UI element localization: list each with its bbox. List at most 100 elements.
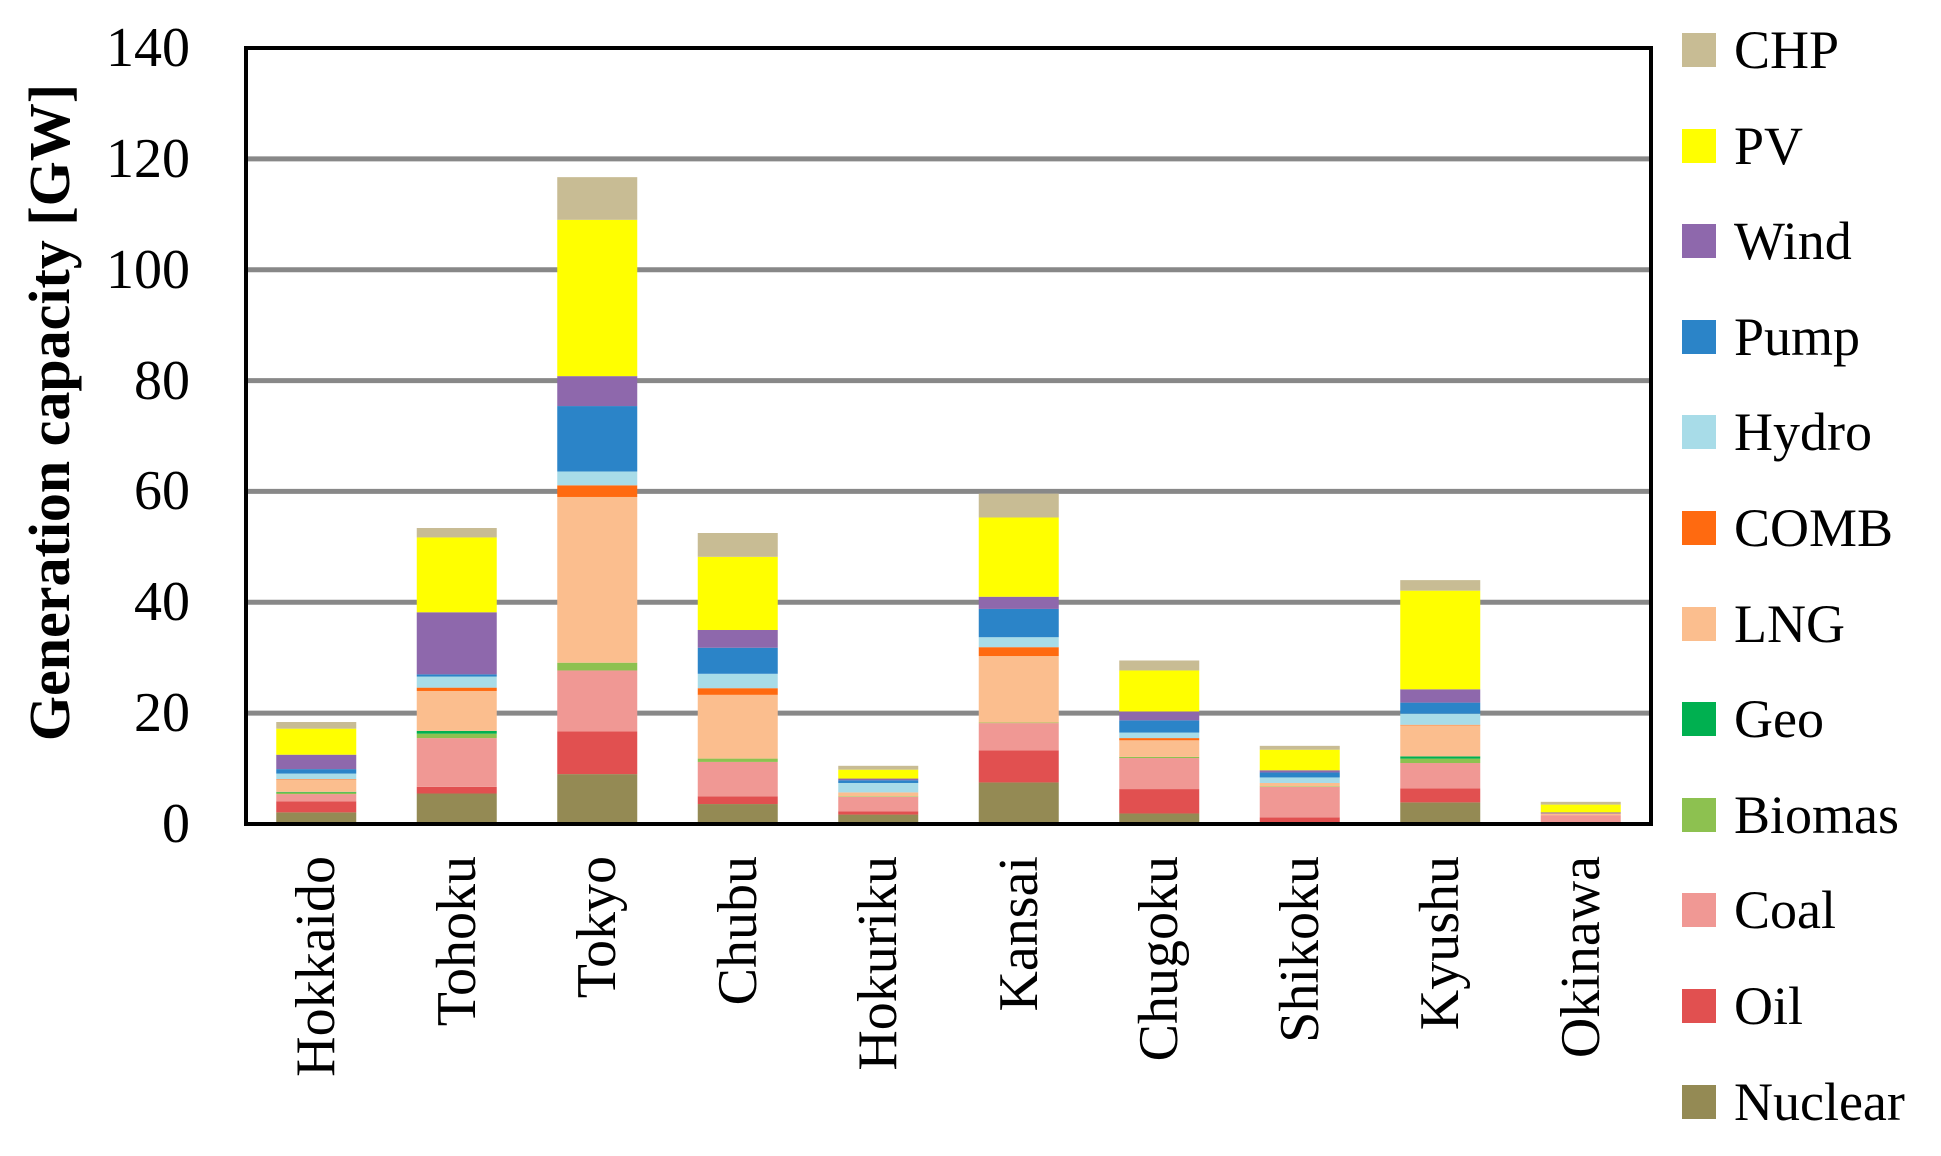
- y-tick-label: 60: [134, 460, 190, 523]
- x-tick-label: Kyushu: [1409, 856, 1472, 1031]
- bar-pv-hokuriku: [838, 769, 919, 779]
- bar-pv-tohoku: [416, 537, 497, 613]
- bar-hydro-kyushu: [1400, 713, 1481, 725]
- bar-wind-okinawa: [1540, 812, 1621, 814]
- bar-biomas-tokyo: [557, 662, 638, 671]
- y-tick-label: 40: [134, 571, 190, 634]
- legend-swatch: [1682, 893, 1716, 928]
- bar-nuclear-hokuriku: [838, 814, 919, 824]
- plot-border: [244, 46, 1653, 826]
- bar-pump-chugoku: [1119, 720, 1200, 733]
- bar-wind-hokuriku: [838, 778, 919, 781]
- legend-item: Geo: [1682, 689, 1824, 749]
- bar-biomas-kyushu: [1400, 758, 1481, 764]
- bar-coal-chubu: [697, 761, 778, 797]
- legend-item: Wind: [1682, 211, 1852, 271]
- legend-swatch: [1682, 797, 1716, 832]
- bar-pump-kansai: [978, 608, 1059, 638]
- bar-pump-kyushu: [1400, 702, 1481, 714]
- bar-nuclear-kansai: [978, 782, 1059, 824]
- bar-pv-tokyo: [557, 219, 638, 377]
- bar-hydro-chugoku: [1119, 732, 1200, 739]
- bar-pump-tokyo: [557, 406, 638, 472]
- bar-oil-hokkaido: [276, 801, 357, 813]
- bar-biomas-hokuriku: [838, 796, 919, 797]
- bar-oil-tohoku: [416, 786, 497, 794]
- legend-swatch: [1682, 33, 1716, 67]
- bar-coal-kansai: [978, 723, 1059, 751]
- x-tick-label: Tokyo: [566, 856, 629, 999]
- bar-chp-kansai: [978, 493, 1059, 518]
- bar-comb-tokyo: [557, 485, 638, 497]
- bar-coal-hokuriku: [838, 796, 919, 812]
- legend-label: Wind: [1734, 211, 1852, 272]
- x-tick-label: Chugoku: [1128, 856, 1191, 1062]
- x-tick-label: Tohoku: [425, 856, 488, 1027]
- bar-pv-hokkaido: [276, 728, 357, 755]
- bar-pv-kyushu: [1400, 590, 1481, 690]
- bar-comb-kansai: [978, 647, 1059, 657]
- bar-nuclear-chugoku: [1119, 813, 1200, 824]
- legend-swatch: [1682, 511, 1716, 545]
- y-tick-label: 0: [162, 793, 190, 855]
- legend-item: Hydro: [1682, 402, 1872, 462]
- bar-lng-kansai: [978, 656, 1059, 723]
- x-tick-label: Kansai: [987, 856, 1050, 1012]
- bar-comb-chugoku: [1119, 738, 1200, 741]
- bar-chp-chubu: [697, 533, 778, 557]
- bar-pv-okinawa: [1540, 804, 1621, 813]
- legend-label: Pump: [1734, 306, 1861, 367]
- bar-lng-hokkaido: [276, 779, 357, 792]
- bar-hydro-hokkaido: [276, 773, 357, 780]
- y-tick-label: 80: [134, 349, 190, 412]
- x-tick-label: Chubu: [706, 856, 769, 1006]
- bar-biomas-chubu: [697, 758, 778, 762]
- legend-item: Coal: [1682, 880, 1836, 940]
- y-tick-label: 20: [134, 682, 190, 745]
- bar-oil-kansai: [978, 750, 1059, 783]
- bar-oil-hokuriku: [838, 811, 919, 815]
- x-tick-label: Okinawa: [1549, 856, 1612, 1059]
- legend-label: Hydro: [1734, 402, 1872, 463]
- bar-wind-chubu: [697, 630, 778, 648]
- bar-nuclear-tohoku: [416, 793, 497, 824]
- x-tick-label: Hokuriku: [847, 856, 910, 1071]
- bar-chp-hokkaido: [276, 722, 357, 729]
- legend-swatch: [1682, 702, 1716, 737]
- legend-label: PV: [1734, 115, 1804, 176]
- bar-pump-tohoku: [416, 674, 497, 677]
- legend-item: PV: [1682, 116, 1803, 176]
- bar-pv-chubu: [697, 556, 778, 630]
- bar-geo-hokkaido: [276, 791, 357, 793]
- bar-coal-tokyo: [557, 670, 638, 732]
- bar-pv-chugoku: [1119, 670, 1200, 712]
- bar-chp-kyushu: [1400, 580, 1481, 591]
- bar-biomas-shikoku: [1259, 786, 1340, 787]
- legend-swatch: [1682, 415, 1716, 450]
- legend-item: CHP: [1682, 20, 1839, 80]
- x-tick-label: Shikoku: [1268, 856, 1331, 1043]
- y-tick-label: 100: [106, 238, 190, 301]
- bar-biomas-chugoku: [1119, 756, 1200, 759]
- bar-chp-tohoku: [416, 528, 497, 538]
- bar-comb-hokkaido: [276, 779, 357, 780]
- bar-oil-kyushu: [1400, 788, 1481, 803]
- bar-biomas-hokkaido: [276, 792, 357, 795]
- bar-chp-chugoku: [1119, 660, 1200, 671]
- bar-geo-tohoku: [416, 730, 497, 734]
- bar-pump-chubu: [697, 647, 778, 674]
- legend-item: Oil: [1682, 976, 1803, 1036]
- bar-lng-okinawa: [1540, 813, 1621, 816]
- bar-chp-hokuriku: [838, 765, 919, 770]
- bar-wind-tohoku: [416, 612, 497, 675]
- bar-biomas-tohoku: [416, 733, 497, 739]
- legend-label: LNG: [1734, 593, 1845, 654]
- bar-wind-shikoku: [1259, 770, 1340, 773]
- bar-nuclear-tokyo: [557, 774, 638, 824]
- bar-oil-tokyo: [557, 731, 638, 775]
- legend-swatch: [1682, 1084, 1716, 1119]
- legend-label: CHP: [1734, 20, 1840, 80]
- bar-hydro-tokyo: [557, 471, 638, 486]
